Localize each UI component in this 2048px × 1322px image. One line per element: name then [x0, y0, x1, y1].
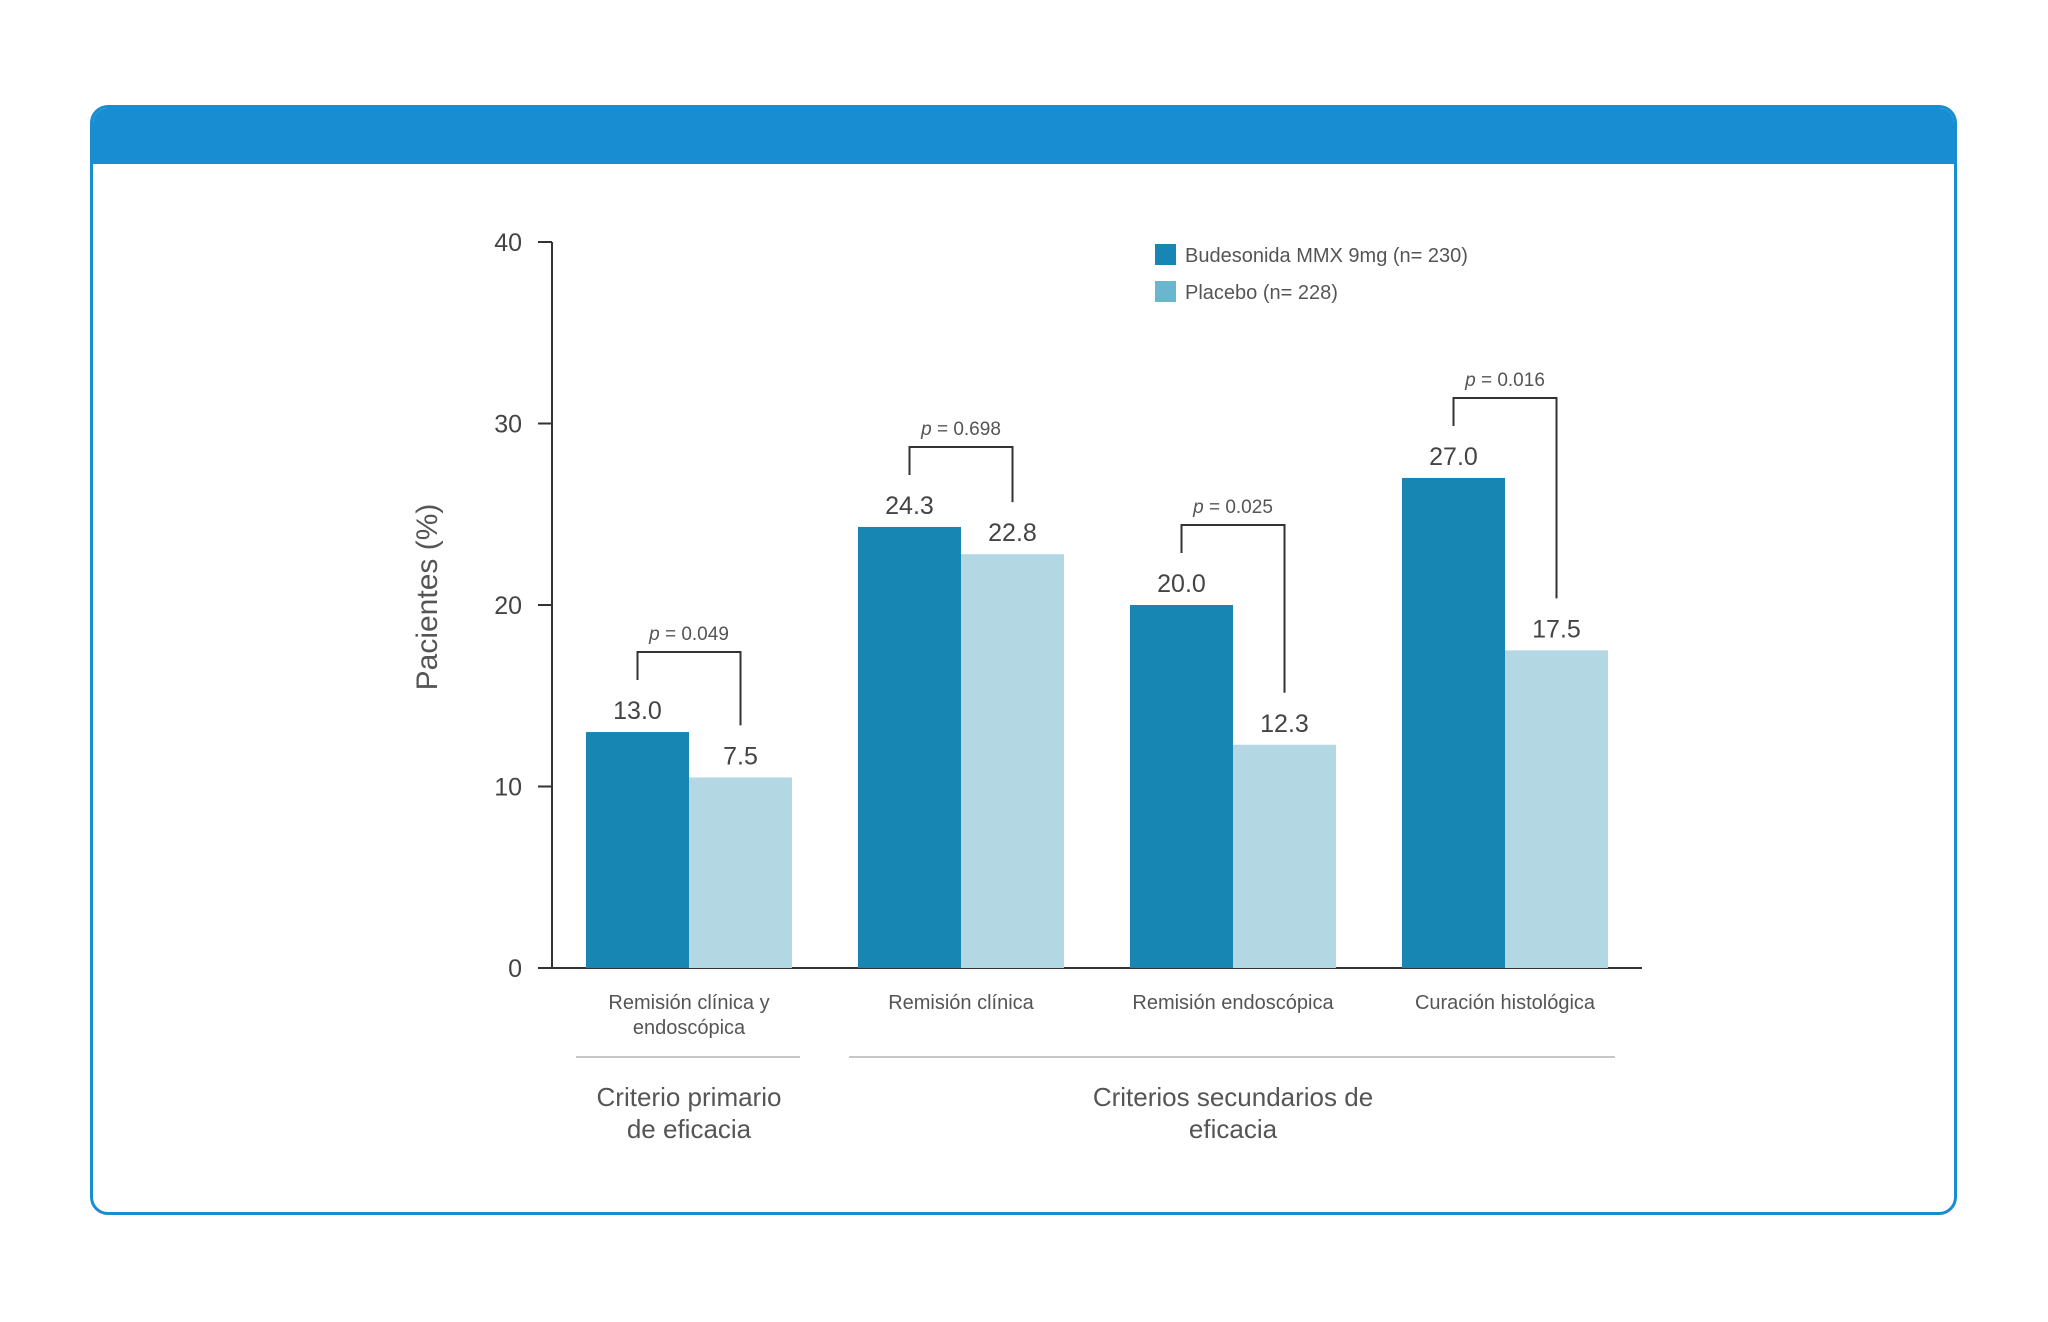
bar-value-label: 13.0 [613, 697, 662, 725]
bar-placebo [1505, 650, 1608, 968]
bar-placebo [689, 777, 792, 968]
p-value-label: p = 0.698 [920, 419, 1001, 440]
significance-bracket [1452, 396, 1558, 599]
legend-label: Placebo (n= 228) [1185, 282, 1338, 304]
bar-budesonida [858, 526, 961, 968]
significance-bracket [636, 651, 742, 726]
p-value-label: p = 0.049 [648, 624, 729, 645]
bar-value-label: 24.3 [885, 492, 934, 520]
significance-bracket [908, 445, 1014, 503]
bar-value-label: 20.0 [1157, 570, 1206, 598]
chart-card [90, 105, 1957, 1215]
bar-value-label: 22.8 [988, 519, 1037, 547]
bar-value-label: 17.5 [1532, 615, 1581, 643]
category-label: Remisión clínica y [608, 992, 769, 1014]
bar-value-label: 12.3 [1260, 710, 1309, 738]
category-label: endoscópica [633, 1017, 746, 1039]
bar-budesonida [586, 732, 689, 968]
y-tick-label: 40 [494, 229, 522, 257]
group-label: Criterio primario [597, 1082, 782, 1112]
bar-value-label: 27.0 [1429, 443, 1478, 471]
y-axis-title: Pacientes (%) [411, 504, 444, 691]
y-tick-label: 10 [494, 774, 522, 802]
card-header-bar [93, 108, 1954, 164]
legend-swatch [1155, 244, 1176, 265]
y-tick-label: 0 [508, 955, 522, 983]
bar-value-label: 7.5 [723, 742, 758, 770]
bar-budesonida [1130, 605, 1233, 968]
group-label: de eficacia [627, 1114, 752, 1144]
group-label: Criterios secundarios de [1093, 1082, 1373, 1112]
legend-label: Budesonida MMX 9mg (n= 230) [1185, 245, 1468, 267]
bar-placebo [1233, 744, 1336, 968]
y-tick-label: 20 [494, 592, 522, 620]
y-tick-label: 30 [494, 411, 522, 439]
category-label: Remisión clínica [888, 992, 1034, 1014]
bar-budesonida [1402, 477, 1505, 968]
category-label: Remisión endoscópica [1132, 992, 1334, 1014]
group-label: eficacia [1189, 1114, 1278, 1144]
significance-bracket [1180, 524, 1286, 693]
legend-swatch [1155, 281, 1176, 302]
p-value-label: p = 0.025 [1192, 497, 1273, 518]
p-value-label: p = 0.016 [1464, 370, 1545, 391]
bar-placebo [961, 554, 1064, 968]
category-label: Curación histológica [1415, 992, 1596, 1014]
